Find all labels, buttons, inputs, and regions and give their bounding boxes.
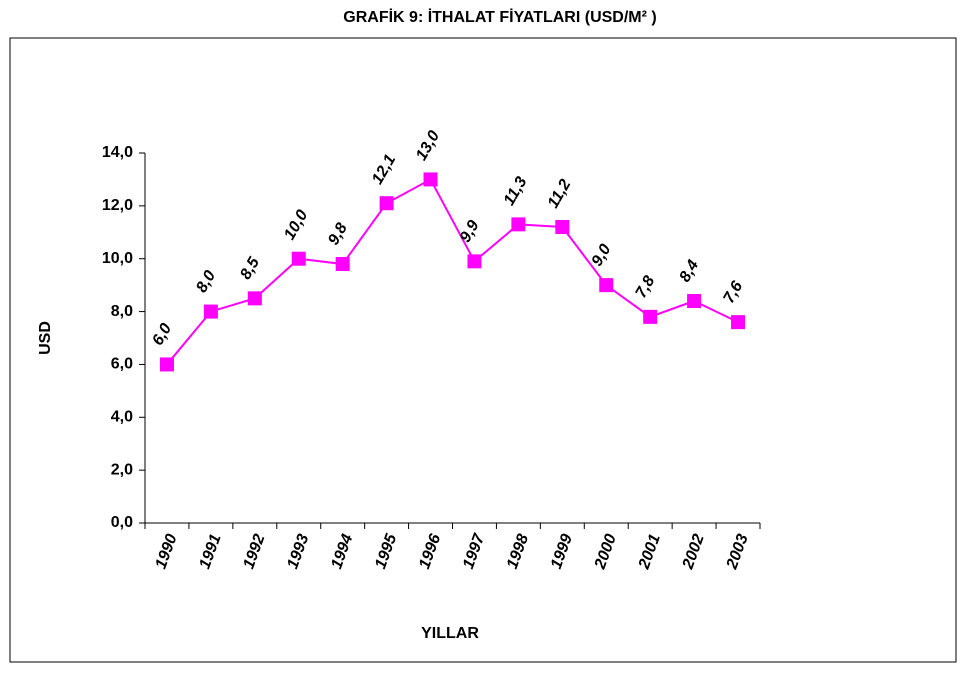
marker	[555, 220, 570, 234]
x-tick-label: 1990	[153, 532, 181, 571]
chart-frame	[9, 37, 957, 663]
x-tick-label: 2000	[591, 532, 620, 572]
marker	[731, 315, 746, 330]
marker	[379, 196, 394, 211]
data-label: 9,0	[589, 241, 615, 269]
data-label: 12,1	[369, 152, 399, 188]
x-tick-label: 2001	[635, 532, 664, 572]
marker	[203, 304, 218, 319]
y-tick-label: 0,0	[111, 514, 133, 531]
marker	[335, 257, 350, 271]
chart-title: GRAFİK 9: İTHALAT FİYATLARI (USD/M² )	[343, 8, 656, 26]
y-tick-label: 2,0	[111, 461, 133, 478]
y-tick-label: 4,0	[111, 409, 133, 426]
data-label: 11,3	[501, 174, 531, 209]
data-label: 11,2	[545, 177, 575, 212]
x-tick-label: 1994	[328, 532, 356, 571]
data-label: 8,0	[193, 268, 219, 296]
x-tick-label: 1992	[240, 532, 268, 571]
y-tick-label: 8,0	[111, 303, 133, 320]
data-label: 7,6	[720, 278, 746, 306]
x-tick-label: 2003	[723, 532, 752, 572]
marker	[687, 294, 702, 308]
x-tick-label: 1998	[504, 532, 532, 571]
x-tick-label: 1997	[460, 531, 489, 571]
x-tick-label: 1999	[548, 532, 576, 571]
x-tick-label: 1991	[196, 532, 224, 571]
x-tick-label: 1996	[416, 532, 444, 571]
data-label: 10,0	[281, 207, 311, 243]
data-label: 6,0	[149, 321, 175, 349]
x-tick-label: 1995	[372, 531, 401, 571]
line	[166, 178, 739, 366]
marker	[599, 278, 614, 293]
y-tick-label: 14,0	[102, 144, 133, 161]
x-tick-label: 2002	[679, 532, 708, 572]
y-tick-label: 10,0	[102, 250, 133, 267]
marker	[159, 357, 174, 372]
data-label: 7,8	[633, 273, 659, 301]
y-axis-title: USD	[37, 321, 54, 355]
marker	[467, 254, 482, 269]
marker	[291, 251, 306, 266]
data-label: 13,0	[413, 128, 443, 164]
marker	[423, 172, 438, 187]
data-label: 8,4	[677, 257, 703, 285]
y-tick-label: 6,0	[111, 356, 133, 373]
data-label: 9,9	[457, 218, 483, 246]
x-tick-label: 1993	[284, 532, 312, 571]
data-label: 9,8	[325, 220, 351, 248]
marker	[643, 309, 658, 324]
y-tick-label: 12,0	[102, 197, 133, 214]
x-axis-title: YILLAR	[421, 625, 479, 642]
marker	[247, 291, 262, 306]
data-label: 8,5	[237, 254, 263, 283]
marker	[511, 217, 526, 232]
